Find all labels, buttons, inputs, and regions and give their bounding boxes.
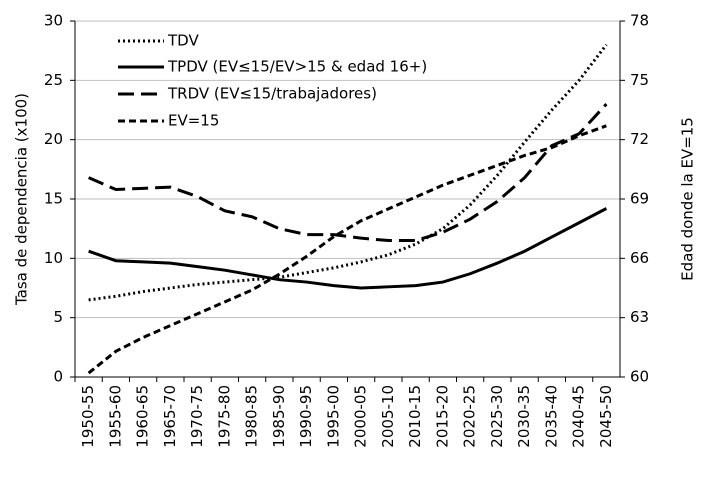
x-tick-label: 2010-15 [406, 385, 424, 448]
x-tick-label: 2020-25 [461, 385, 479, 448]
series-line [88, 43, 608, 302]
y-tick-label: 30 [44, 12, 63, 30]
legend-label: TDV [167, 32, 199, 50]
x-tick-label: 1985-90 [270, 385, 288, 448]
legend-label: TPDV (EV≤15/EV>15 & edad 16+) [167, 58, 427, 76]
x-tick-label: 2030-35 [515, 385, 533, 448]
y2-axis-title: Edad donde la EV=15 [679, 117, 697, 281]
x-tick-label: 1955-60 [106, 385, 124, 448]
x-tick-label: 2035-40 [542, 385, 560, 448]
x-tick-label: 2045-50 [597, 385, 615, 448]
series-line [87, 124, 607, 375]
y-tick-label: 0 [53, 368, 63, 386]
x-tick-label: 2015-20 [433, 385, 451, 448]
y2-tick-label: 63 [630, 308, 649, 326]
y-tick-label: 15 [44, 190, 63, 208]
y2-tick-label: 72 [630, 130, 649, 148]
series-line [88, 103, 608, 243]
x-tick-label: 1960-65 [134, 385, 152, 448]
y-tick-label: 20 [44, 130, 63, 148]
legend-label: EV=15 [168, 112, 219, 130]
y2-tick-label: 75 [630, 71, 649, 89]
y2-tick-label: 69 [630, 190, 649, 208]
y2-tick-label: 66 [630, 249, 649, 267]
x-tick-label: 2005-10 [379, 385, 397, 448]
y-tick-label: 5 [53, 308, 63, 326]
y-tick-label: 25 [44, 71, 63, 89]
x-tick-label: 2025-30 [488, 385, 506, 448]
x-tick-label: 2000-05 [352, 385, 370, 448]
legend-label: TRDV (EV≤15/trabajadores) [167, 85, 377, 103]
y-tick-label: 10 [44, 249, 63, 267]
x-tick-label: 1970-75 [188, 385, 206, 448]
y2-tick-label: 78 [630, 12, 649, 30]
x-tick-label: 1965-70 [161, 385, 179, 448]
x-tick-label: 1980-85 [243, 385, 261, 448]
y-axis-title: Tasa de dependencia (x100) [13, 93, 31, 306]
series-line [88, 207, 608, 290]
x-tick-label: 1950-55 [79, 385, 97, 448]
x-tick-label: 1975-80 [215, 385, 233, 448]
x-tick-label: 2040-45 [570, 385, 588, 448]
x-tick-label: 1990-95 [297, 385, 315, 448]
y2-tick-label: 60 [630, 368, 649, 386]
x-tick-label: 1995-00 [324, 385, 342, 448]
